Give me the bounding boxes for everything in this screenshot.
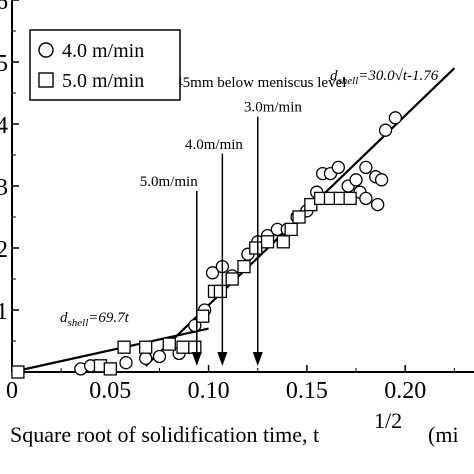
point-square (103, 362, 117, 376)
point-square (276, 235, 290, 249)
point-circle (349, 173, 363, 187)
point-circle (119, 356, 133, 370)
y-tick-label: 6 (0, 0, 8, 15)
point-circle (331, 160, 345, 175)
point-square (196, 309, 210, 323)
y-tick-label: 1 (0, 299, 8, 325)
point-circle (359, 160, 373, 175)
legend-label: 5.0 m/min (62, 70, 144, 92)
point-circle (374, 173, 389, 187)
fit-equation-1: dshell=30.0√t-1.76 (330, 68, 439, 87)
point-square (237, 259, 251, 274)
annotation-arrow-head (252, 352, 263, 366)
point-square (188, 340, 202, 354)
point-circle (152, 349, 167, 364)
fit-equation-2: dshell=69.7t (60, 310, 130, 329)
point-circle (371, 197, 385, 212)
legend-box (29, 29, 181, 101)
point-circle (139, 351, 153, 366)
point-square (213, 284, 228, 299)
x-axis-label: Square root of solidification time, t 1/2… (10, 408, 459, 447)
point-square (176, 340, 190, 354)
point-square (284, 222, 298, 237)
x-axis-title: Square root of solidification time, t (10, 422, 319, 447)
legend-label: 4.0 m/min (62, 40, 144, 62)
annotations: 45mm below meniscus level 3.0m/min 4.0m/mi… (140, 75, 346, 366)
fit-line-2 (11, 327, 209, 374)
fit-equations: dshell=30.0√t-1.76 dshell=69.7t (60, 68, 439, 329)
legend-circle-marker (38, 42, 54, 58)
legend: 4.0 m/min 5.0 m/min (29, 29, 181, 101)
point-circle (388, 111, 403, 125)
point-circle (378, 123, 393, 137)
x-tick-label: 0.10 (188, 378, 230, 404)
x-tick-label: 0.05 (89, 378, 131, 404)
y-tick-label: 5 (0, 51, 8, 77)
point-circle (205, 266, 220, 280)
tick-marks (11, 0, 455, 372)
tick-labels: 0 0.05 0.10 0.15 0.20 1 2 3 4 5 6 (0, 0, 426, 404)
point-square (260, 235, 275, 249)
x-tick-label: 0 (6, 378, 18, 404)
y-tick-label: 2 (0, 237, 8, 263)
annotation-label: 3.0m/min (244, 100, 302, 116)
legend-square-marker (38, 72, 54, 88)
point-circle (359, 191, 373, 206)
x-axis-title-superscript: 1/2 (374, 408, 402, 433)
annotation-label: 4.0m/min (185, 137, 243, 153)
data-points (11, 111, 403, 379)
point-square (225, 272, 239, 286)
x-tick-label: 0.15 (286, 378, 328, 404)
point-square (117, 340, 131, 354)
x-axis-title-unit: (mi (428, 422, 459, 447)
point-square (249, 241, 263, 255)
point-square (162, 337, 176, 351)
y-tick-label: 4 (0, 113, 8, 139)
annotation-arrow-head (217, 352, 228, 366)
x-tick-label: 0.20 (384, 378, 426, 404)
point-square (11, 365, 25, 379)
annotation-arrow-head (191, 352, 202, 366)
point-square (343, 191, 357, 206)
point-square (139, 340, 153, 354)
point-square (292, 210, 306, 224)
annotation-label: 5.0m/min (140, 174, 198, 190)
y-tick-label: 3 (0, 175, 8, 201)
annotation-label: 45mm below meniscus level (175, 75, 346, 91)
